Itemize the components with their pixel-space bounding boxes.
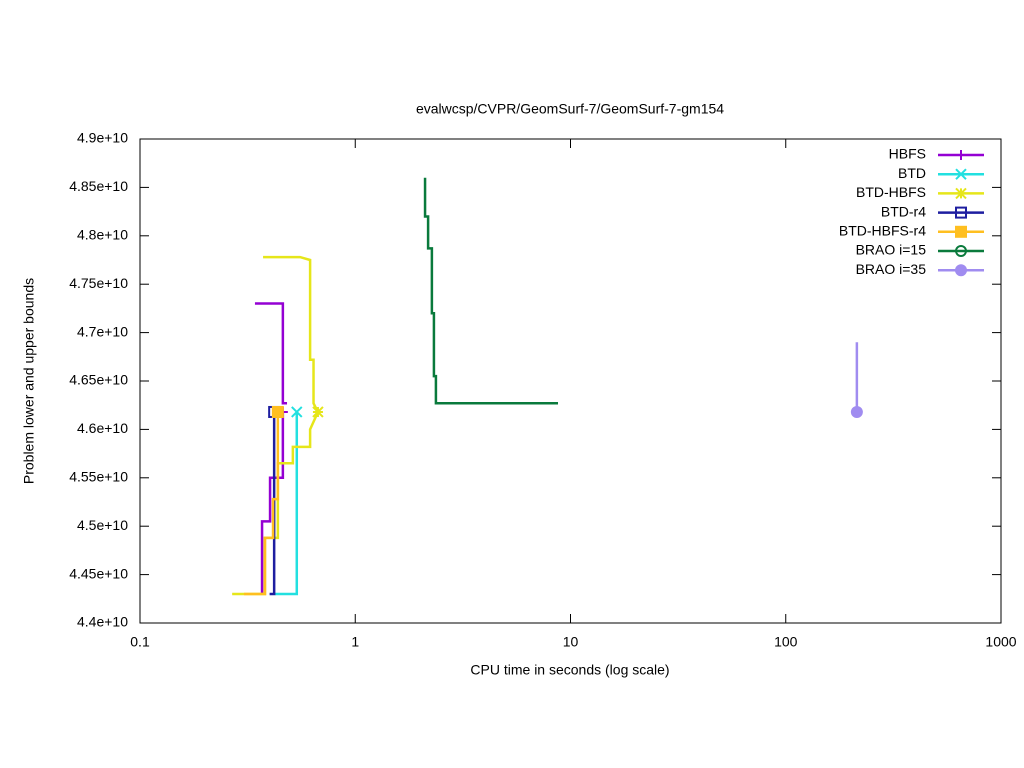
x-tick-label: 1000: [985, 634, 1016, 650]
y-tick-label: 4.55e+10: [69, 469, 128, 485]
y-tick-label: 4.8e+10: [77, 227, 128, 243]
legend-label: HBFS: [889, 146, 926, 162]
series-marker: [312, 406, 324, 418]
series-marker: [291, 406, 303, 418]
plot-frame: [139, 138, 1002, 624]
series-marker: [271, 405, 284, 418]
legend-label: BRAO i=15: [856, 242, 927, 258]
legend-marker: [955, 206, 967, 219]
legend-marker: [955, 187, 967, 200]
y-tick-label: 4.65e+10: [69, 372, 128, 388]
x-tick-label: 0.1: [130, 634, 150, 650]
y-tick-label: 4.6e+10: [77, 420, 128, 436]
x-tick-label: 100: [774, 634, 798, 650]
y-tick-label: 4.85e+10: [69, 178, 128, 194]
x-tick-label: 10: [563, 634, 579, 650]
y-tick-label: 4.9e+10: [77, 130, 128, 146]
x-axis-label: CPU time in seconds (log scale): [470, 662, 669, 678]
legend-label: BRAO i=35: [856, 261, 927, 277]
legend-label: BTD-HBFS: [856, 184, 926, 200]
legend-label: BTD-HBFS-r4: [839, 223, 926, 239]
series-line: [254, 302, 288, 594]
series-line: [269, 411, 276, 596]
legend-marker: [955, 168, 967, 180]
y-tick-label: 4.4e+10: [77, 614, 128, 630]
series-line: [423, 177, 559, 405]
series-marker: [850, 405, 863, 418]
chart-title: evalwcsp/CVPR/GeomSurf-7/GeomSurf-7-gm15…: [416, 101, 724, 117]
series-line: [275, 411, 299, 596]
legend-label: BTD: [898, 165, 926, 181]
series-line: [243, 411, 280, 596]
legend-marker: [955, 225, 967, 238]
y-tick-label: 4.75e+10: [69, 275, 128, 291]
legend-marker: [955, 245, 967, 257]
y-tick-label: 4.7e+10: [77, 323, 128, 339]
y-tick-label: 4.5e+10: [77, 517, 128, 533]
legend-marker: [956, 150, 966, 160]
y-axis-label: Problem lower and upper bounds: [21, 278, 37, 484]
x-tick-label: 1: [351, 634, 359, 650]
y-tick-label: 4.45e+10: [69, 565, 128, 581]
legend-marker: [955, 264, 967, 277]
legend-label: BTD-r4: [881, 203, 926, 219]
